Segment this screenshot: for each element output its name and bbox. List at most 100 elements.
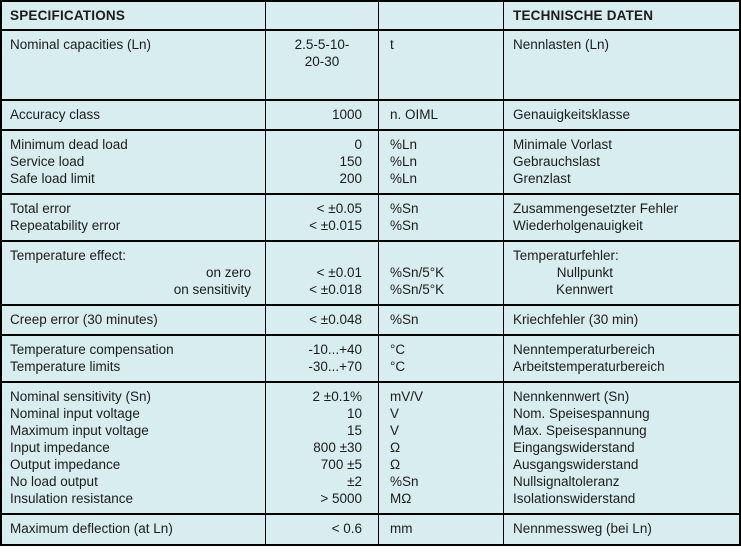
value: 1000 [331, 107, 362, 122]
value: < ±0.01 [316, 265, 362, 280]
value-cell: 2.5-5-10- 20-30 [265, 31, 378, 99]
spec-label: Accuracy class [10, 107, 101, 122]
spec-label: Output impedance [10, 457, 121, 472]
unit: %Ln [390, 154, 418, 169]
unit-cell: %Ln %Ln %Ln [378, 131, 503, 193]
spec-label: Minimum dead load [10, 137, 128, 152]
german-label: Genauigkeitsklasse [513, 107, 631, 122]
spec-label: Temperature limits [10, 359, 121, 374]
value: 150 [339, 154, 362, 169]
unit-cell: %Sn [378, 306, 503, 334]
value: ±2 [347, 474, 362, 489]
german-label: Nenntemperaturbereich [513, 342, 655, 357]
unit: %Sn [390, 312, 419, 327]
value: -10...+40 [308, 342, 362, 357]
table-row-max-deflection: Maximum deflection (at Ln) < 0.6 mm Nenn… [2, 513, 739, 544]
table-header-row: SPECIFICATIONS TECHNISCHE DATEN [2, 2, 739, 29]
german-label: Kriechfehler (30 min) [513, 312, 639, 327]
german-label-cell: Nennmessweg (bei Ln) [503, 515, 739, 544]
unit: Ω [390, 440, 401, 455]
value-cell: 2 ±0.1% 10 15 800 ±30 700 ±5 ±2 > 5000 [265, 383, 378, 513]
german-label: Nennlasten (Ln) [513, 37, 610, 52]
unit: mm [390, 521, 413, 536]
spec-label: Nominal input voltage [10, 406, 140, 421]
german-label: Isolationswiderstand [513, 491, 636, 506]
value: 200 [339, 171, 362, 186]
spec-label: Safe load limit [10, 171, 95, 186]
unit: %Sn/5°K [390, 265, 445, 280]
table-row-creep-error: Creep error (30 minutes) < ±0.048 %Sn Kr… [2, 304, 739, 334]
value-cell: < ±0.048 [265, 306, 378, 334]
unit: n. OIML [390, 107, 439, 122]
german-label: Nullpunkt [556, 265, 613, 280]
german-label-cell: Temperaturfehler: Nullpunkt Kennwert [503, 242, 739, 304]
table-row-errors: Total error Repeatability error < ±0.05 … [2, 193, 739, 240]
table-row-temperature-effect: Temperature effect: on zero on sensitivi… [2, 240, 739, 304]
value: 800 ±30 [313, 440, 362, 455]
unit: °C [390, 342, 406, 357]
unit-cell: mm [378, 515, 503, 544]
table-row-accuracy-class: Accuracy class 1000 n. OIML Genauigkeits… [2, 99, 739, 129]
table-row-nominal-capacities: Nominal capacities (Ln) 2.5-5-10- 20-30 … [2, 29, 739, 99]
german-label-cell: Kriechfehler (30 min) [503, 306, 739, 334]
header-unit-cell [378, 2, 503, 29]
value [266, 247, 378, 264]
value-cell: < ±0.01 < ±0.018 [265, 242, 378, 304]
unit: Ω [390, 457, 401, 472]
value-cell: -10...+40 -30...+70 [265, 336, 378, 381]
spec-label: No load output [10, 474, 98, 489]
spec-label: on zero [205, 265, 251, 280]
german-label: Temperaturfehler: [513, 248, 619, 263]
value: -30...+70 [308, 359, 362, 374]
spec-label: Service load [10, 154, 85, 169]
table-row-loads: Minimum dead load Service load Safe load… [2, 129, 739, 193]
german-label-cell: Genauigkeitsklasse [503, 101, 739, 129]
value-cell: 1000 [265, 101, 378, 129]
spec-label-cell: Accuracy class [2, 101, 265, 129]
spec-label: Repeatability error [10, 218, 121, 233]
unit-cell: n. OIML [378, 101, 503, 129]
german-label-cell: Nenntemperaturbereich Arbeitstemperaturb… [503, 336, 739, 381]
unit-cell: °C °C [378, 336, 503, 381]
unit: mV/V [390, 389, 424, 404]
value-cell: 0 150 200 [265, 131, 378, 193]
german-label: Nennmessweg (bei Ln) [513, 521, 652, 536]
table-row-temperature-ranges: Temperature compensation Temperature lim… [2, 334, 739, 381]
spec-label: Temperature effect: [10, 248, 127, 263]
spec-label: Temperature compensation [10, 342, 174, 357]
value: < ±0.018 [309, 282, 362, 297]
german-label: Minimale Vorlast [513, 137, 613, 152]
unit: %Ln [390, 171, 418, 186]
table-row-electrical: Nominal sensitivity (Sn) Nominal input v… [2, 381, 739, 513]
spec-label-cell: Nominal sensitivity (Sn) Nominal input v… [2, 383, 265, 513]
german-label-cell: Zusammengesetzter Fehler Wiederholgenaui… [503, 195, 739, 240]
unit: %Ln [390, 137, 418, 152]
header-specifications-cell: SPECIFICATIONS [2, 2, 265, 29]
header-technische-daten-label: TECHNISCHE DATEN [513, 8, 654, 23]
unit-cell: mV/V V V Ω Ω %Sn MΩ [378, 383, 503, 513]
spec-label-cell: Nominal capacities (Ln) [2, 31, 265, 99]
value: < ±0.048 [309, 312, 362, 327]
spec-label: on sensitivity [173, 282, 251, 297]
german-label: Nom. Speisespannung [513, 406, 650, 421]
unit [390, 247, 503, 264]
german-label: Nullsignaltoleranz [513, 474, 620, 489]
spec-label-cell: Temperature compensation Temperature lim… [2, 336, 265, 381]
german-label: Nennkennwert (Sn) [513, 389, 630, 404]
spec-label: Nominal sensitivity (Sn) [10, 389, 152, 404]
unit: MΩ [390, 491, 412, 506]
unit: %Sn [390, 201, 419, 216]
spec-label [10, 53, 265, 70]
spec-label: Maximum input voltage [10, 423, 149, 438]
spec-label: Nominal capacities (Ln) [10, 37, 152, 52]
german-label: Wiederholgenauigkeit [513, 218, 643, 233]
value: 2.5-5-10- [294, 37, 350, 52]
spec-label: Insulation resistance [10, 491, 134, 506]
german-label: Ausgangswiderstand [513, 457, 639, 472]
spec-label: Total error [10, 201, 71, 216]
german-label: Arbeitstemperaturbereich [513, 359, 665, 374]
spec-label-cell: Total error Repeatability error [2, 195, 265, 240]
spec-label-cell: Creep error (30 minutes) [2, 306, 265, 334]
